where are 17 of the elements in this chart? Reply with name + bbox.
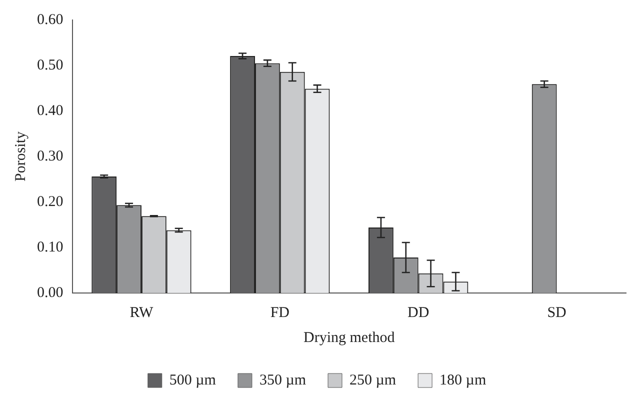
x-tick-label: FD xyxy=(270,304,290,321)
legend-label: 180 µm xyxy=(440,372,486,388)
y-tick-label: 0.10 xyxy=(37,239,64,256)
legend-label: 350 µm xyxy=(259,372,306,388)
x-tick-label: SD xyxy=(547,304,567,321)
legend-label: 250 µm xyxy=(350,372,396,388)
y-tick-label: 0.30 xyxy=(37,148,64,164)
y-tick-label: 0.60 xyxy=(37,12,64,28)
x-axis-title: Drying method xyxy=(304,330,396,346)
y-tick-label: 0.50 xyxy=(37,57,64,74)
y-tick-label: 0.40 xyxy=(37,102,64,119)
x-tick-label: RW xyxy=(130,304,154,321)
y-tick-label: 0.20 xyxy=(37,194,64,210)
x-tick-label: DD xyxy=(408,304,430,321)
y-axis-title: Porosity xyxy=(12,131,29,182)
legend-label: 500 µm xyxy=(169,372,216,388)
y-tick-label: 0.00 xyxy=(37,284,64,301)
